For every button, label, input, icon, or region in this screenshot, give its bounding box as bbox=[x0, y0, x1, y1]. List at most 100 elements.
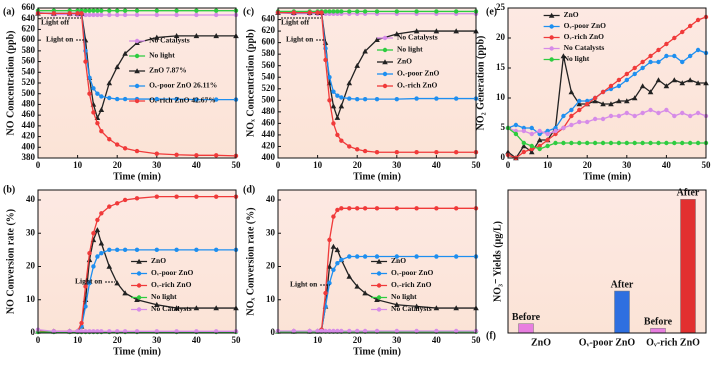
data-point bbox=[600, 116, 606, 122]
data-point bbox=[374, 96, 380, 102]
data-point bbox=[362, 48, 368, 54]
data-point bbox=[115, 201, 120, 206]
data-point bbox=[414, 328, 419, 334]
panel: (c) NOₓ Concentration (ppb) 0 10 20 30 40 50 400… bbox=[243, 6, 481, 182]
y-tick-label: 480 bbox=[22, 98, 36, 108]
data-point bbox=[154, 329, 159, 334]
data-point bbox=[214, 329, 219, 334]
data-point bbox=[687, 140, 693, 146]
y-tick-label: 580 bbox=[22, 45, 36, 55]
data-point bbox=[94, 227, 101, 233]
data-point bbox=[122, 247, 128, 253]
legend-label: No light bbox=[391, 292, 417, 301]
legend-label: Oᵥ-poor ZnO bbox=[151, 268, 193, 277]
data-point bbox=[194, 12, 199, 18]
legend-label: No Catalysts bbox=[391, 304, 432, 313]
data-point bbox=[521, 128, 527, 134]
data-point bbox=[568, 89, 575, 95]
data-point bbox=[307, 328, 312, 334]
y-tick-label: 20 bbox=[26, 261, 36, 271]
plot-frame bbox=[277, 7, 477, 159]
y-tick-label: 560 bbox=[262, 60, 276, 70]
data-point bbox=[616, 140, 622, 146]
data-point bbox=[672, 35, 677, 41]
data-point bbox=[339, 95, 344, 100]
legend-marker bbox=[134, 68, 140, 74]
data-point bbox=[87, 250, 92, 256]
data-point bbox=[592, 98, 598, 104]
data-point bbox=[569, 107, 574, 113]
data-point bbox=[664, 53, 669, 59]
plot-frame bbox=[507, 7, 707, 159]
bar bbox=[680, 199, 696, 334]
data-point bbox=[648, 53, 653, 59]
data-point bbox=[374, 328, 380, 334]
data-point bbox=[122, 146, 128, 151]
data-point bbox=[347, 96, 352, 101]
legend-label: Oᵥ-rich ZnO bbox=[397, 81, 438, 90]
bar bbox=[518, 323, 534, 334]
data-point bbox=[434, 150, 439, 155]
y-tick-label: 400 bbox=[22, 141, 36, 151]
x-tick-label: 10 bbox=[313, 335, 323, 345]
data-point bbox=[154, 301, 160, 307]
bar-label: After bbox=[677, 188, 700, 199]
legend-label: ZnO bbox=[564, 10, 579, 19]
data-point bbox=[354, 283, 360, 289]
data-point bbox=[327, 75, 332, 80]
y-tick-label: 540 bbox=[262, 71, 276, 81]
data-point bbox=[87, 12, 92, 18]
x-tick-label: 10 bbox=[73, 335, 83, 345]
data-point bbox=[537, 128, 542, 134]
panel: (a)NO Concentration (ppb)0 10 20 30 40 503804… bbox=[3, 2, 241, 182]
x-tick-label: 10 bbox=[543, 160, 553, 170]
x-axis-label: Time (min) bbox=[583, 171, 631, 182]
data-point bbox=[99, 8, 104, 13]
legend-marker bbox=[549, 24, 554, 29]
data-point bbox=[315, 10, 320, 15]
legend-marker bbox=[382, 71, 388, 77]
data-point bbox=[655, 77, 662, 83]
y-axis-label: NOₓ Conversion rate (%) bbox=[245, 207, 256, 315]
legend-marker bbox=[376, 271, 382, 276]
data-point bbox=[680, 29, 685, 35]
data-point bbox=[355, 147, 360, 152]
plot-background bbox=[278, 8, 476, 158]
data-point bbox=[592, 95, 598, 101]
panel: (e) NO₂ Generation (ppb) 0 10 20 30 40 50 0 5 10 15… bbox=[475, 2, 711, 182]
y-tick-label: 660 bbox=[22, 2, 36, 12]
y-tick-label: 10 bbox=[496, 92, 506, 102]
y-axis-label: NO₂ Generation (ppb) bbox=[475, 36, 486, 131]
data-point bbox=[335, 9, 340, 14]
data-point bbox=[122, 329, 128, 334]
data-point bbox=[680, 140, 685, 146]
x-tick-label: Oᵥ-rich ZnO bbox=[646, 337, 700, 348]
y-tick-label: 0 bbox=[501, 152, 506, 162]
data-point bbox=[91, 264, 96, 269]
data-point bbox=[122, 197, 128, 203]
data-point bbox=[173, 305, 180, 311]
data-point bbox=[335, 93, 340, 98]
y-tick-label: 560 bbox=[22, 56, 36, 66]
y-axis-label: NO Conversion rate (%) bbox=[5, 209, 16, 314]
data-point bbox=[545, 131, 550, 137]
data-point bbox=[194, 8, 199, 13]
data-point bbox=[174, 152, 179, 157]
data-point bbox=[214, 8, 219, 13]
data-point bbox=[79, 329, 84, 334]
data-point bbox=[624, 71, 629, 77]
x-tick-label: 40 bbox=[192, 160, 202, 170]
data-point bbox=[394, 9, 399, 14]
annotation: Light on bbox=[75, 277, 103, 286]
data-point bbox=[362, 148, 368, 154]
y-tick-label: 440 bbox=[262, 129, 276, 139]
x-tick-label: 0 bbox=[506, 160, 511, 170]
data-point bbox=[315, 328, 320, 334]
data-point bbox=[154, 151, 159, 156]
y-tick-label: 440 bbox=[22, 120, 36, 130]
data-point bbox=[569, 113, 574, 119]
data-point bbox=[331, 267, 336, 273]
data-point bbox=[83, 304, 88, 309]
legend-label: No Catalysts bbox=[564, 43, 605, 52]
data-point bbox=[672, 113, 677, 119]
